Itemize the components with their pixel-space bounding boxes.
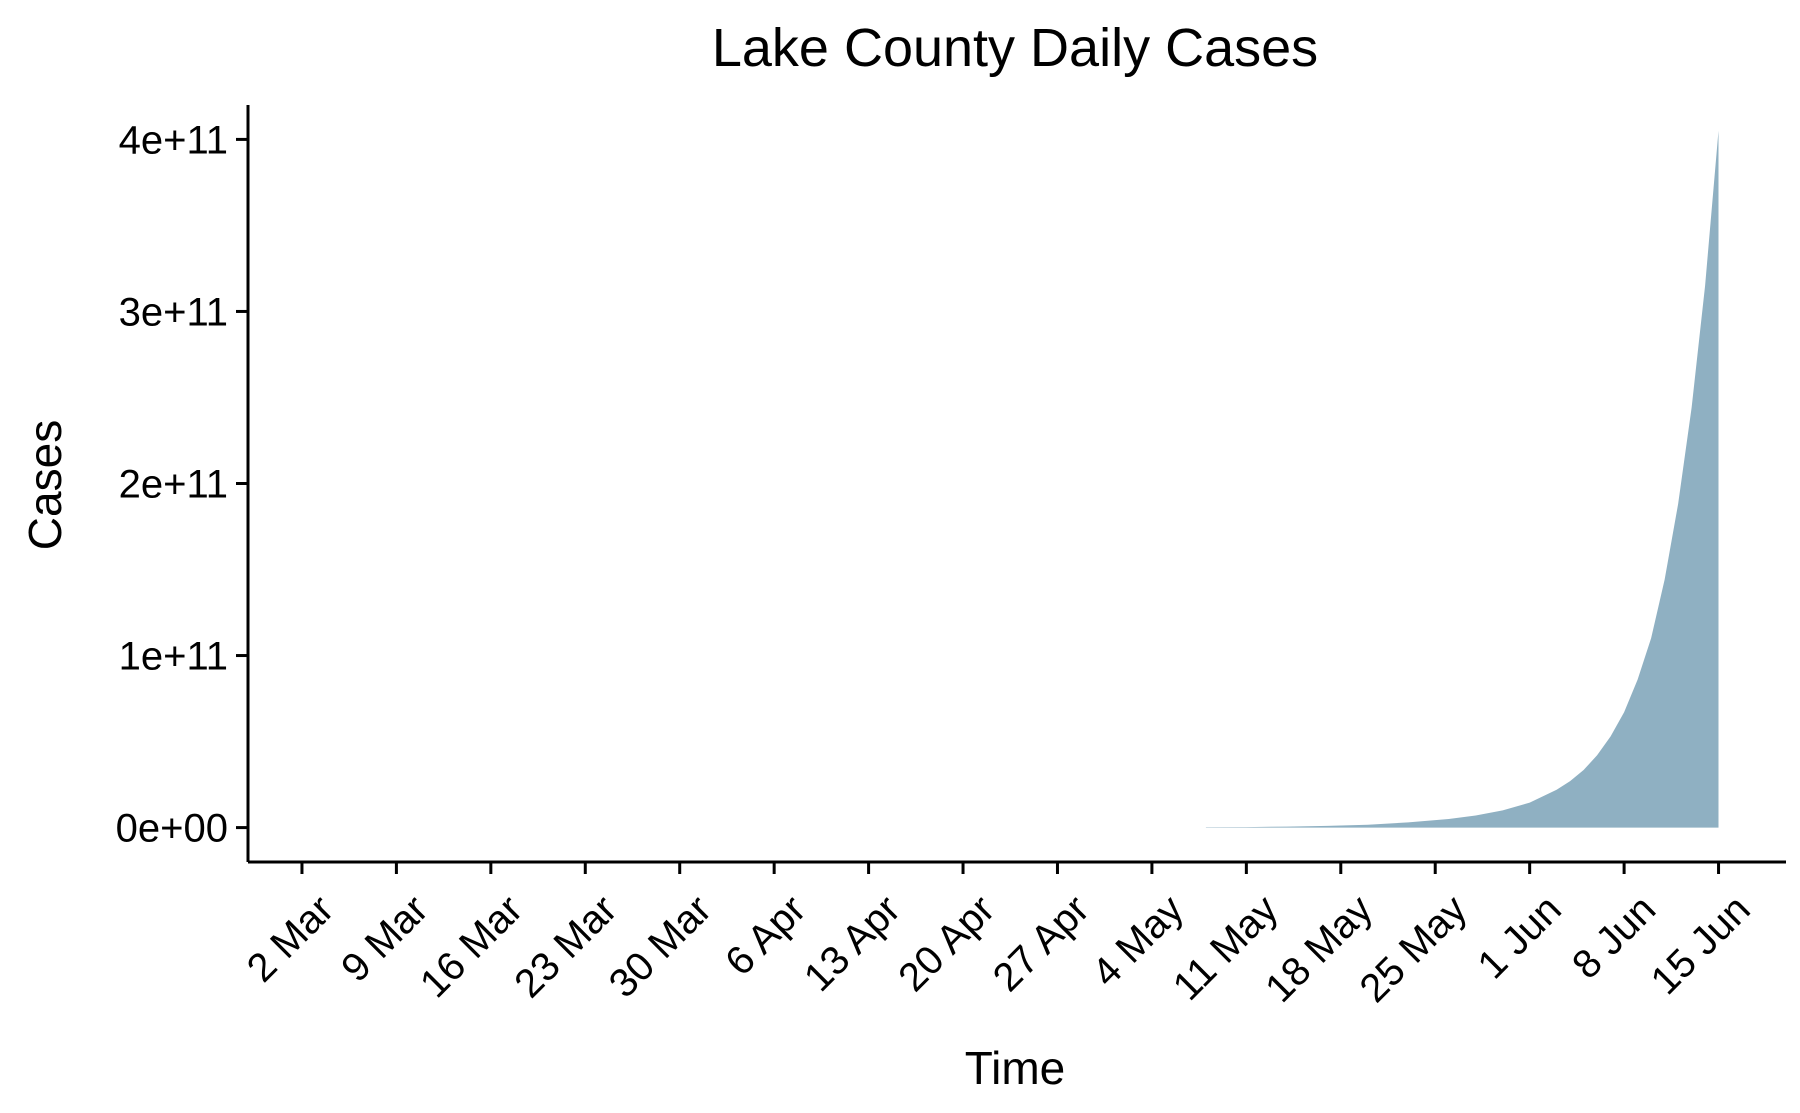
x-tick-label: 23 Mar [506, 887, 625, 1006]
x-tick-label: 18 May [1257, 887, 1381, 1011]
x-tick-label: 1 Jun [1470, 887, 1570, 987]
x-tick-label: 16 Mar [412, 887, 531, 1006]
x-tick-label: 30 Mar [601, 887, 720, 1006]
x-tick-label: 15 Jun [1643, 887, 1759, 1003]
area-series-fill [1205, 130, 1719, 828]
y-axis-title: Cases [19, 420, 71, 550]
chart-title: Lake County Daily Cases [712, 18, 1318, 78]
x-tick-label: 13 Apr [796, 887, 909, 1000]
y-tick-label: 4e+11 [119, 118, 228, 162]
y-tick-label: 3e+11 [119, 290, 228, 334]
x-axis-title: Time [965, 1042, 1066, 1094]
y-tick-label: 0e+00 [116, 807, 228, 851]
plot-area [246, 105, 1786, 864]
x-tick-label: 2 Mar [239, 887, 342, 990]
x-tick-label: 20 Apr [890, 887, 1003, 1000]
x-tick-label: 25 May [1352, 887, 1476, 1011]
y-tick-label: 2e+11 [119, 463, 228, 507]
y-axis: 0e+00 1e+11 2e+11 3e+11 4e+11 [116, 118, 248, 851]
x-tick-label: 27 Apr [985, 887, 1098, 1000]
y-tick-label: 1e+11 [119, 635, 228, 679]
